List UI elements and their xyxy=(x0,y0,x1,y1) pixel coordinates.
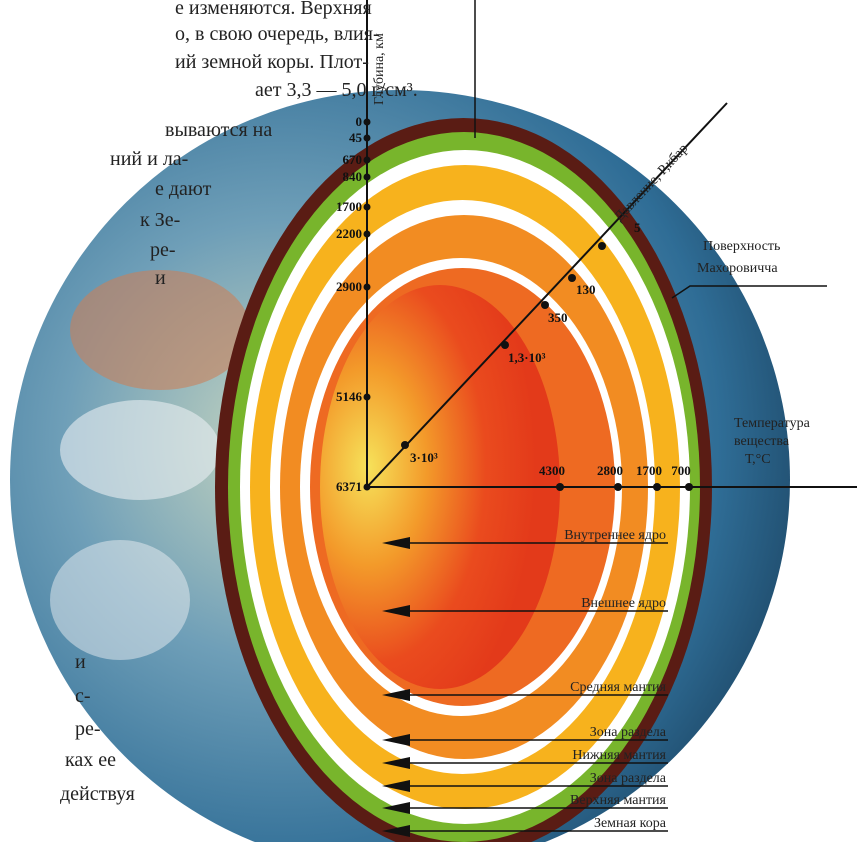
tick-dot xyxy=(363,283,371,291)
body-text: ках ее xyxy=(65,749,116,771)
tick-dot xyxy=(401,441,409,449)
tick-dot xyxy=(614,483,622,491)
tick-dot xyxy=(363,393,371,401)
layer-label: Зона раздела xyxy=(590,771,667,786)
layer-label: Внутреннее ядро xyxy=(564,528,666,543)
layer-label: Земная кора xyxy=(594,816,667,831)
tick-dot xyxy=(363,483,371,491)
arrowhead xyxy=(382,825,410,837)
layer-label: Средняя мантия xyxy=(570,680,666,695)
arrowhead xyxy=(382,757,410,769)
tick-dot xyxy=(363,203,371,211)
body-text: е дают xyxy=(155,178,212,200)
body-text: вываются на xyxy=(165,119,272,141)
land xyxy=(70,270,250,390)
pressure-label: 5 xyxy=(634,220,641,235)
depth-label: 0 xyxy=(356,114,363,129)
axis-title: Глубина, км xyxy=(372,33,387,105)
body-text: к Зе- xyxy=(140,209,180,231)
depth-label: 6371 xyxy=(336,479,362,494)
arrowhead xyxy=(382,802,410,814)
arrowhead xyxy=(382,537,410,549)
tick-dot xyxy=(363,173,371,181)
tick-dot xyxy=(363,118,371,126)
body-text: ре- xyxy=(150,239,176,261)
tick-dot xyxy=(568,274,576,282)
depth-label: 45 xyxy=(349,130,363,145)
layer-label: Зона раздела xyxy=(590,725,667,740)
body-text: е изменяются. Верхняя xyxy=(175,0,372,19)
layer-label: Верхняя мантия xyxy=(570,793,667,808)
tick-dot xyxy=(363,156,371,164)
tick-dot xyxy=(653,483,661,491)
arrowhead xyxy=(382,734,410,746)
tick-dot xyxy=(598,242,606,250)
body-text: и xyxy=(155,267,166,289)
temperature-label: 4300 xyxy=(539,463,565,478)
tick-dot xyxy=(363,230,371,238)
depth-label: 5146 xyxy=(336,389,363,404)
moho-pointer xyxy=(671,285,827,299)
tick-dot xyxy=(501,341,509,349)
body-text: ре- xyxy=(75,718,101,740)
layer-label: Нижняя мантия xyxy=(572,748,666,763)
depth-label: 2900 xyxy=(336,279,362,294)
pressure-label: 3·10³ xyxy=(410,450,438,465)
tick-dot xyxy=(685,483,693,491)
pressure-axis xyxy=(366,102,728,488)
tick-dot xyxy=(556,483,564,491)
moho-label: Поверхность xyxy=(703,239,780,254)
body-text: и xyxy=(75,651,86,673)
body-text: ий земной коры. Плот- xyxy=(175,51,369,73)
body-text: ает 3,3 — 5,0 г/см³. xyxy=(255,79,418,101)
depth-label: 2200 xyxy=(336,226,362,241)
axis-title: вещества xyxy=(734,434,790,449)
temperature-label: 1700 xyxy=(636,463,662,478)
axis-title: Температура xyxy=(734,416,811,431)
temperature-label: 700 xyxy=(671,463,691,478)
moho-label: Махоровичча xyxy=(697,261,778,276)
pressure-label: 1,3·10³ xyxy=(508,350,546,365)
depth-label: 840 xyxy=(343,169,363,184)
arrowhead xyxy=(382,780,410,792)
pressure-label: 130 xyxy=(576,282,596,297)
tick-dot xyxy=(541,301,549,309)
body-text: действуя xyxy=(60,783,135,805)
pressure-label: 350 xyxy=(548,310,568,325)
axis-title: Т,°С xyxy=(745,452,771,467)
body-text: о, в свою очередь, влия- xyxy=(175,23,380,45)
depth-label: 1700 xyxy=(336,199,362,214)
arrowhead xyxy=(382,689,410,701)
body-text: с- xyxy=(75,685,91,707)
cloud xyxy=(60,400,220,500)
arrowhead xyxy=(382,605,410,617)
cloud xyxy=(50,540,190,660)
temperature-label: 2800 xyxy=(597,463,623,478)
layer-label: Внешнее ядро xyxy=(581,596,666,611)
tick-dot xyxy=(363,134,371,142)
depth-label: 670 xyxy=(343,152,363,167)
body-text: ний и ла- xyxy=(110,148,188,170)
